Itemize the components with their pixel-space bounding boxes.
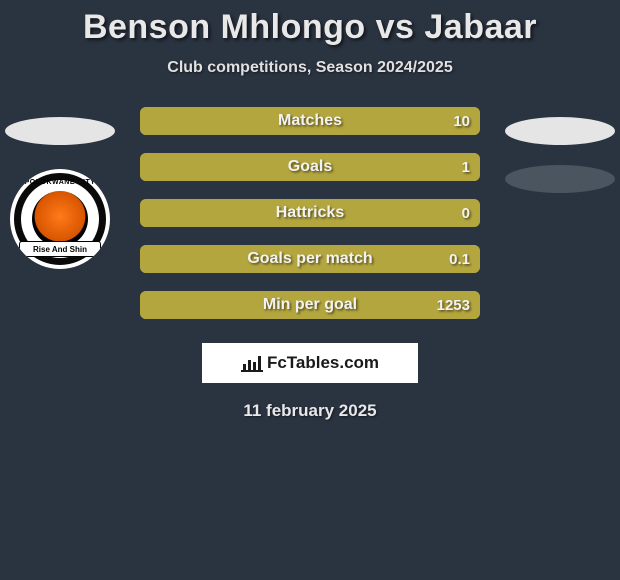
stat-row-hattricks: Hattricks 0: [140, 199, 480, 227]
stat-label: Goals: [140, 153, 480, 181]
chart-area: POLOKWANE CITY Rise And Shin Matches 10 …: [0, 107, 620, 319]
stat-label: Min per goal: [140, 291, 480, 319]
stat-label: Hattricks: [140, 199, 480, 227]
comparison-card: Benson Mhlongo vs Jabaar Club competitio…: [0, 0, 620, 421]
badge-banner: Rise And Shin: [19, 241, 101, 257]
player-left-photo-placeholder: [5, 117, 115, 145]
badge-center: [32, 191, 88, 247]
stat-value: 10: [453, 107, 470, 135]
player-right-photo-placeholder: [505, 117, 615, 145]
stat-bars: Matches 10 Goals 1 Hattricks 0 Goals per…: [140, 107, 480, 319]
stat-row-min-per-goal: Min per goal 1253: [140, 291, 480, 319]
date-label: 11 february 2025: [0, 401, 620, 421]
page-title: Benson Mhlongo vs Jabaar: [0, 8, 620, 47]
stat-row-matches: Matches 10: [140, 107, 480, 135]
player-left-column: POLOKWANE CITY Rise And Shin: [0, 107, 120, 269]
logo-text: FcTables.com: [267, 353, 379, 373]
player-right-column: [500, 107, 620, 203]
stat-value: 0.1: [449, 245, 470, 273]
stat-label: Goals per match: [140, 245, 480, 273]
club-right-placeholder: [505, 165, 615, 193]
stat-value: 1: [462, 153, 470, 181]
stat-row-goals-per-match: Goals per match 0.1: [140, 245, 480, 273]
badge-top-text: POLOKWANE CITY: [10, 179, 110, 186]
club-badge-left: POLOKWANE CITY Rise And Shin: [10, 169, 110, 269]
stat-row-goals: Goals 1: [140, 153, 480, 181]
stat-label: Matches: [140, 107, 480, 135]
stat-value: 0: [462, 199, 470, 227]
source-logo: FcTables.com: [202, 343, 418, 383]
stat-value: 1253: [437, 291, 470, 319]
subtitle: Club competitions, Season 2024/2025: [0, 59, 620, 77]
bar-chart-icon: [241, 354, 263, 372]
